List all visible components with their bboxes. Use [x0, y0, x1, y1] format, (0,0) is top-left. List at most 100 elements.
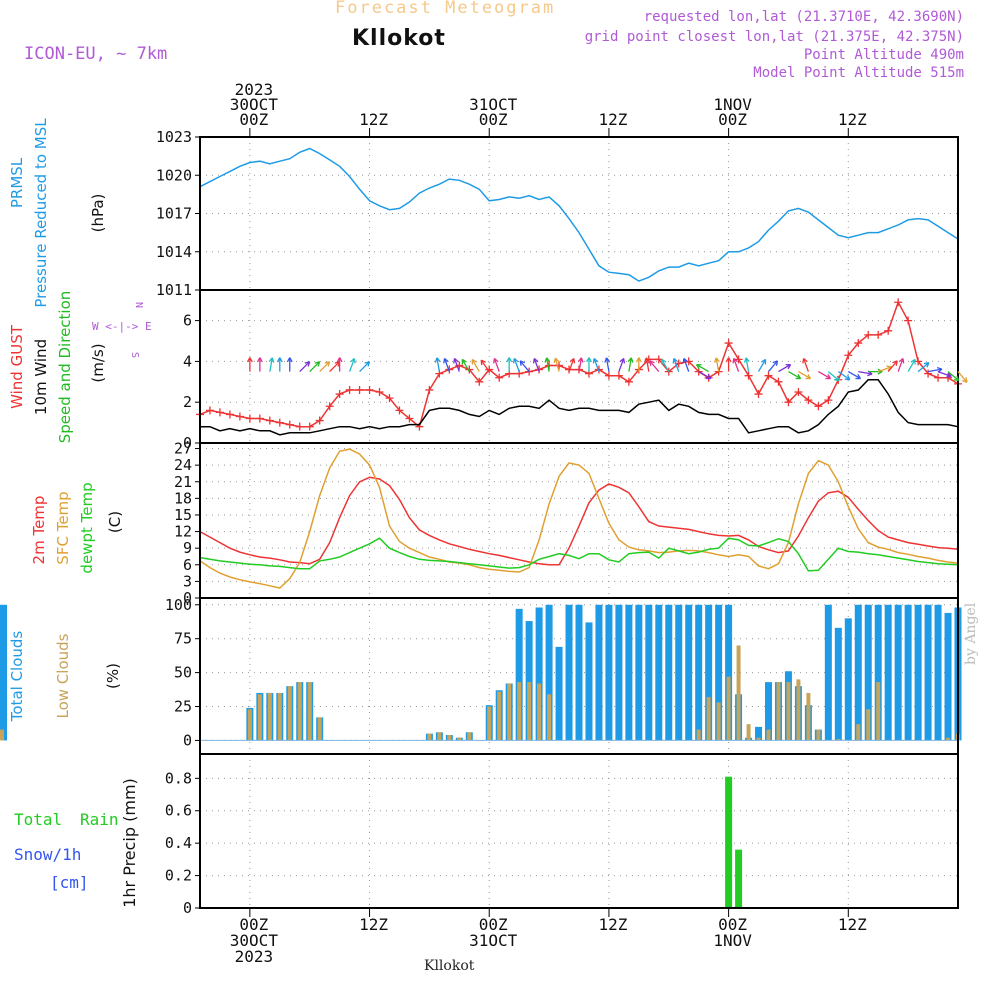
wind-arrow [493, 358, 500, 372]
wind-arrow [661, 359, 670, 372]
bar-low-clouds [736, 645, 741, 741]
wind-arrow-head [635, 357, 642, 363]
wind-arrow [480, 359, 490, 372]
wind-arrow [461, 359, 470, 372]
bar-total-clouds [615, 604, 623, 741]
bar-low-clouds [257, 694, 262, 741]
label-speed-direction: Speed and Direction [56, 291, 74, 444]
bar-total-clouds [635, 604, 643, 741]
label-rain: Rain [80, 810, 119, 829]
gust-marker [754, 390, 763, 399]
gust-marker [624, 377, 633, 386]
y-tick-label: 0 [183, 589, 192, 607]
bottom-time-label: 2023 [235, 947, 274, 966]
panel-1 [195, 290, 962, 444]
series-10m-wind [200, 379, 959, 436]
bar-total-clouds [605, 604, 613, 741]
label-2m-temp: 2m Temp [30, 496, 48, 565]
bar-total-clouds [824, 604, 832, 741]
bar-low-clouds [876, 682, 881, 741]
bottom-time-label: 1NOV [713, 931, 752, 950]
gust-marker [325, 402, 334, 411]
wind-arrow-head [471, 358, 477, 365]
bar-low-clouds [0, 729, 4, 741]
bar-total-clouds [515, 608, 523, 741]
chart-title: Forecast Meteogram [335, 0, 556, 18]
wind-arrow-head [705, 373, 712, 380]
bar-low-clouds [766, 729, 771, 741]
wind-arrow-head [276, 357, 283, 363]
wind-arrow [887, 360, 898, 373]
bar-total-clouds [675, 604, 683, 741]
wind-arrow [443, 358, 450, 372]
y-tick-label: 0 [183, 731, 192, 749]
bar-total-clouds [585, 622, 593, 741]
wind-arrow-head [953, 375, 960, 382]
wind-arrow-head [569, 357, 576, 364]
bar-total-clouds [575, 604, 583, 741]
bar-total-clouds [944, 612, 952, 741]
gust-marker [295, 422, 304, 431]
bar-total-clouds [645, 604, 653, 741]
bar-low-clouds [796, 679, 801, 741]
gust-marker [215, 408, 224, 417]
y-tick-label: 1020 [156, 166, 192, 184]
y-tick-label: 9 [183, 539, 192, 557]
wind-arrow-head [324, 361, 331, 367]
wind-arrow-head [649, 360, 655, 366]
bar-total-clouds [545, 604, 553, 741]
panel-4 [195, 753, 959, 909]
series-sfc-temp [199, 448, 959, 589]
gust-marker [824, 396, 833, 405]
bar-low-clouds [297, 682, 302, 741]
y-tick-label: 0.4 [165, 834, 192, 852]
label-pressure-msl: Pressure Reduced to MSL [32, 118, 50, 308]
bar-rain [735, 849, 743, 908]
label-snow: Snow/1h [14, 845, 81, 864]
gust-marker [495, 373, 504, 382]
bar-total-clouds [765, 682, 772, 741]
gust-marker [724, 339, 733, 348]
wind-arrow [299, 361, 311, 373]
wind-arrow [778, 364, 791, 373]
wind-arrow [768, 360, 778, 373]
gust-marker [395, 406, 404, 415]
gust-marker [315, 416, 324, 425]
gust-marker [375, 388, 384, 396]
wind-arrow-head [825, 373, 832, 380]
wind-arrow-head [795, 373, 802, 380]
bottom-time-label: 12Z [359, 915, 388, 934]
gust-marker [784, 398, 793, 407]
bar-low-clouds [267, 692, 272, 741]
bar-total-clouds [894, 604, 902, 741]
y-tick-label: 50 [174, 664, 192, 682]
wind-arrow [715, 357, 720, 372]
wind-arrow [329, 361, 341, 373]
wind-arrow-head [672, 357, 679, 364]
wind-arrow-head [627, 357, 634, 363]
bar-low-clouds [716, 702, 721, 741]
wind-arrow-head [350, 357, 356, 364]
wind-arrow [698, 371, 712, 380]
y-tick-label: 0 [183, 434, 192, 452]
wind-arrow-head [760, 358, 767, 365]
wind-arrow-head [364, 361, 371, 367]
wind-arrow [827, 371, 840, 382]
gust-marker [874, 330, 883, 339]
bar-low-clouds [437, 732, 442, 741]
wind-arrow-head [886, 365, 892, 371]
bar-low-clouds [746, 724, 751, 741]
wind-arrow-head [480, 359, 486, 366]
bar-total-clouds [914, 604, 922, 741]
bar-low-clouds [706, 697, 711, 741]
gust-marker [934, 373, 943, 382]
bottom-time-label: 30OCT [230, 931, 279, 950]
wind-arrow-head [802, 357, 808, 364]
wind-arrow-head [898, 357, 905, 364]
gust-marker [794, 388, 803, 396]
top-time-label: 1NOV [713, 95, 752, 114]
wind-arrow-head [592, 357, 599, 364]
wind-arrow-head [855, 373, 861, 380]
bar-low-clouds [487, 706, 492, 741]
